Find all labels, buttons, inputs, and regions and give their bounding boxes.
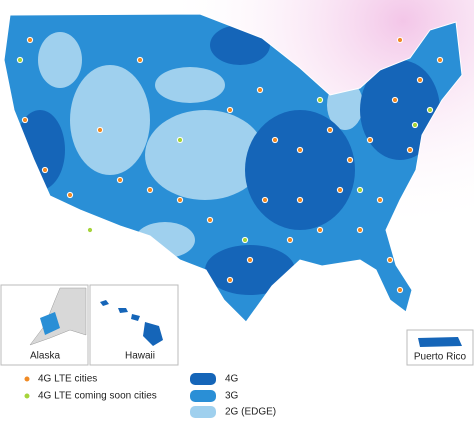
city-dot	[136, 56, 144, 64]
legend-swatch	[23, 375, 31, 383]
legend-swatch	[190, 373, 216, 385]
coverage-4g	[205, 245, 295, 295]
city-dot	[356, 186, 364, 194]
city-dot	[176, 136, 184, 144]
city-dot	[316, 96, 324, 104]
city-dot	[336, 186, 344, 194]
city-dot	[391, 96, 399, 104]
inset-puerto-rico	[406, 329, 474, 366]
inset-hawaii	[89, 284, 179, 366]
coverage-2g	[38, 32, 82, 88]
city-dot	[316, 226, 324, 234]
city-dot	[256, 86, 264, 94]
coverage-2g	[145, 110, 265, 200]
city-dot	[41, 166, 49, 174]
city-dot	[146, 186, 154, 194]
legend-label: 4G LTE cities	[38, 374, 97, 385]
city-dot	[396, 286, 404, 294]
city-dot	[86, 226, 94, 234]
legend-swatch	[190, 390, 216, 402]
legend-label: 3G	[225, 391, 239, 402]
puerto-rico-shape	[418, 337, 462, 347]
city-dot	[366, 136, 374, 144]
hawaii-shape	[100, 300, 163, 346]
city-dot	[271, 136, 279, 144]
inset-label: Hawaii	[125, 351, 155, 362]
city-dot	[326, 126, 334, 134]
legend-label: 4G LTE coming soon cities	[38, 391, 157, 402]
city-dot	[21, 116, 29, 124]
city-dot	[246, 256, 254, 264]
us-outline	[3, 13, 463, 323]
city-dot	[346, 156, 354, 164]
city-dot	[376, 196, 384, 204]
city-dot	[356, 226, 364, 234]
city-dot	[386, 256, 394, 264]
city-dot	[416, 76, 424, 84]
legend-swatch	[190, 406, 216, 418]
city-dot	[261, 196, 269, 204]
legend-label: 2G (EDGE)	[225, 407, 276, 418]
inset-label: Alaska	[30, 351, 60, 362]
city-dot	[206, 216, 214, 224]
legend-label: 4G	[225, 374, 239, 385]
city-dot	[66, 191, 74, 199]
city-dot	[286, 236, 294, 244]
city-dot	[96, 126, 104, 134]
legend-swatch	[23, 392, 31, 400]
city-dot	[426, 106, 434, 114]
city-dot	[436, 56, 444, 64]
city-dot	[396, 36, 404, 44]
coverage-4g	[360, 60, 440, 160]
city-dot	[296, 146, 304, 154]
coverage-4g	[245, 110, 355, 230]
city-dot	[241, 236, 249, 244]
city-dot	[226, 276, 234, 284]
city-dot	[116, 176, 124, 184]
city-dot	[411, 121, 419, 129]
city-dot	[226, 106, 234, 114]
alaska-coverage	[40, 312, 60, 335]
city-dots	[16, 36, 444, 294]
city-dot	[26, 36, 34, 44]
coverage-2g	[70, 65, 150, 175]
city-dot	[16, 56, 24, 64]
city-dot	[296, 196, 304, 204]
city-dot	[406, 146, 414, 154]
city-dot	[176, 196, 184, 204]
inset-label: Puerto Rico	[414, 352, 467, 363]
coverage-2g	[155, 67, 225, 103]
